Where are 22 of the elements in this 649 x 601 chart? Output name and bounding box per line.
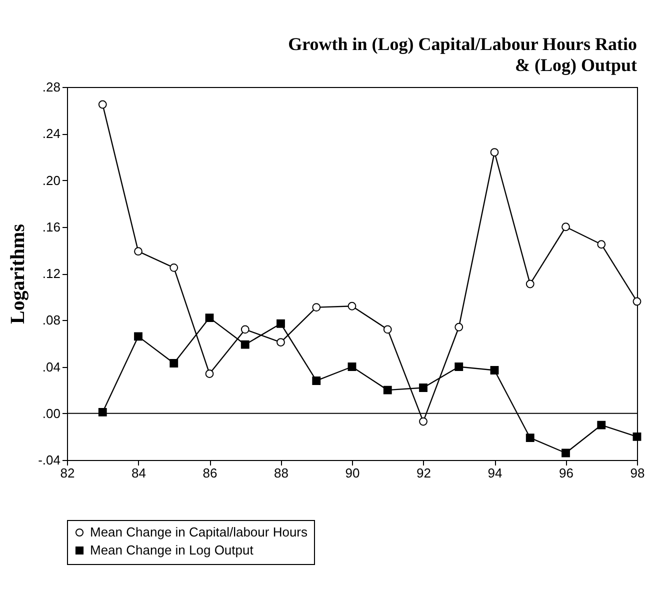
legend-label: Mean Change in Log Output [90,542,254,558]
y-tick-label: .24 [42,126,60,142]
y-tick-label: .28 [42,80,60,94]
x-tick-label: 98 [630,466,645,480]
y-tick-label: -.04 [38,452,60,468]
y-tick-label: .04 [42,359,60,374]
x-tick-label: 90 [345,466,360,480]
chart-title: Growth in (Log) Capital/Labour Hours Ratio & (Log) Output [288,34,637,75]
y-tick-label: .08 [42,312,60,328]
y-tick-label: .12 [42,266,60,281]
y-axis-title: Logarithms [7,224,30,324]
x-tick-label: 94 [488,466,502,480]
x-tick-label: 84 [132,466,146,480]
legend-label: Mean Change in Capital/labour Hours [90,524,308,540]
y-tick-label: .20 [42,172,60,188]
x-tick-label: 88 [274,466,288,480]
x-tick-label: 82 [60,466,75,480]
x-tick-label: 92 [416,466,431,480]
y-tick-label: .16 [42,219,60,234]
x-tick-label: 96 [559,466,574,480]
x-tick-label: 86 [202,466,218,480]
y-tick-label: .00 [42,406,60,421]
